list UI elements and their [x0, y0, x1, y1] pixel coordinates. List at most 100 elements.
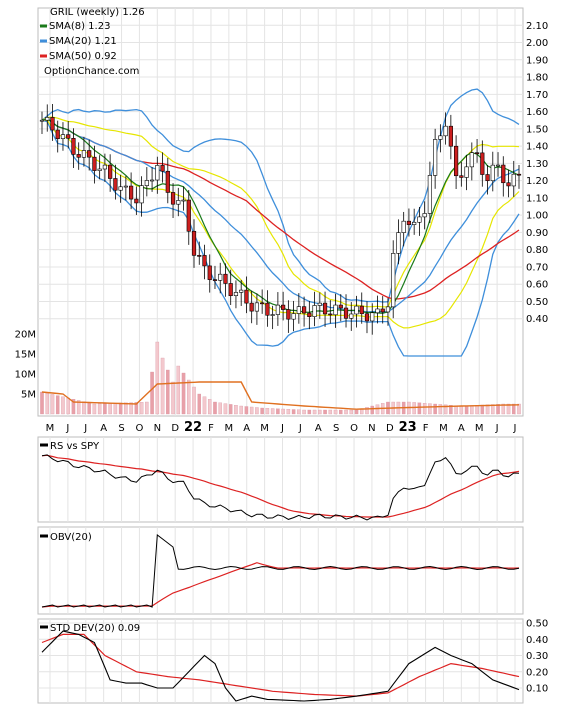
volume-tick-label: 5M: [21, 390, 36, 401]
volume-bar: [449, 405, 453, 415]
candle-body: [380, 308, 385, 313]
x-tick-label: M: [225, 423, 234, 434]
x-tick-label: N: [154, 423, 161, 434]
candle-body: [501, 164, 506, 184]
x-tick-label: J: [513, 423, 517, 434]
candle-body: [343, 307, 349, 319]
candle-body: [66, 134, 71, 139]
volume-bar: [459, 405, 464, 415]
candle-body: [260, 302, 265, 305]
volume-bar: [124, 402, 128, 415]
volume-bar: [134, 402, 139, 415]
volume-bar: [485, 404, 490, 415]
x-tick-label: J: [495, 423, 499, 434]
volume-bar: [40, 391, 44, 415]
price-tick-label: 1.80: [526, 73, 548, 84]
x-tick-label: O: [350, 423, 358, 434]
volume-bar: [428, 403, 432, 415]
volume-bar: [61, 396, 65, 415]
candle-body: [391, 253, 396, 308]
price-tick-label: 0.80: [526, 245, 548, 256]
price-tick-label: 1.40: [526, 142, 548, 153]
legend-sma8: SMA(8) 1.23: [49, 21, 110, 32]
x-tick-label: M: [439, 423, 448, 434]
legend: GRIL (weekly) 1.26 SMA(8) 1.23 SMA(20) 1…: [40, 7, 145, 77]
x-tick-label: N: [368, 423, 375, 434]
volume-bar: [171, 381, 175, 415]
volume-bar: [265, 408, 270, 415]
candle-body: [438, 135, 443, 140]
x-tick-label: F: [208, 423, 214, 434]
volume-bar: [71, 399, 76, 415]
rs-average-line: [41, 454, 520, 518]
volume-average-line: [41, 381, 520, 410]
obv-line: [41, 534, 520, 608]
candle-body: [118, 186, 123, 191]
volume-bar: [255, 407, 259, 415]
std-lines: [41, 630, 520, 702]
x-tick-label: J: [298, 423, 302, 434]
volume-bar: [323, 409, 327, 415]
volume-bar: [66, 397, 70, 415]
volume-bar: [333, 409, 338, 415]
candle-body: [55, 129, 60, 139]
candle-body: [448, 125, 453, 147]
volume-bar: [312, 409, 317, 415]
candle-body: [165, 170, 170, 193]
candle-body: [134, 198, 139, 204]
volume-bar: [207, 399, 212, 415]
candle-body: [71, 137, 76, 155]
x-tick-label: M: [475, 423, 484, 434]
source-label: OptionChance.com: [44, 66, 139, 77]
volume-bar: [260, 407, 264, 415]
price-axis-ticks: 2.10 2.00 1.90 1.80 1.70 1.60 1.50 1.40 1.30 1.20…: [526, 21, 548, 325]
rs-lines: [41, 454, 520, 521]
candle-body: [464, 166, 469, 178]
candle-body: [76, 154, 81, 158]
candle-body: [296, 306, 301, 314]
candle-body: [474, 152, 480, 154]
rs-grid: [49, 437, 516, 522]
volume-bar: [438, 404, 443, 415]
candle-body: [228, 283, 233, 297]
obv-title: OBV(20): [50, 532, 92, 543]
volume-bar: [87, 402, 91, 415]
volume-tick-label: 10M: [15, 370, 36, 381]
candle-body: [354, 305, 359, 315]
obv-panel: OBV(20): [37, 526, 524, 615]
candle-body: [97, 168, 102, 171]
lower-band: [41, 119, 520, 357]
volume-bar: [417, 402, 422, 415]
candle-body: [485, 174, 490, 182]
volume-bar: [443, 404, 448, 415]
candle-body: [453, 145, 459, 177]
std-tick-label: 0.10: [526, 684, 548, 695]
volume-bars: [40, 341, 521, 415]
volume-bar: [422, 403, 427, 415]
volume-bar: [470, 405, 474, 415]
price-tick-label: 0.60: [526, 280, 548, 291]
candle-body: [139, 185, 144, 204]
volume-bar: [339, 409, 343, 415]
volume-bar: [276, 408, 280, 415]
volume-bar: [286, 409, 291, 415]
price-tick-label: 2.00: [526, 38, 548, 49]
candle-body: [149, 179, 155, 182]
rs-line: [41, 454, 520, 521]
volume-bar: [228, 404, 233, 415]
volume-bar: [239, 405, 243, 415]
volume-bar: [365, 407, 369, 415]
candle-body: [469, 152, 474, 168]
volume-bar: [50, 394, 55, 415]
candle-body: [364, 313, 370, 322]
volume-bar: [249, 406, 254, 415]
candle-body: [202, 255, 207, 267]
std-tick-label: 0.20: [526, 667, 548, 678]
candle-body: [39, 119, 45, 122]
std-dev-panel: 0.50 0.40 0.30 0.20 0.10 STD DEV(20) 0.09: [37, 618, 548, 704]
volume-bar: [150, 371, 154, 415]
volume-bar: [187, 379, 191, 415]
volume-bar: [270, 408, 275, 415]
